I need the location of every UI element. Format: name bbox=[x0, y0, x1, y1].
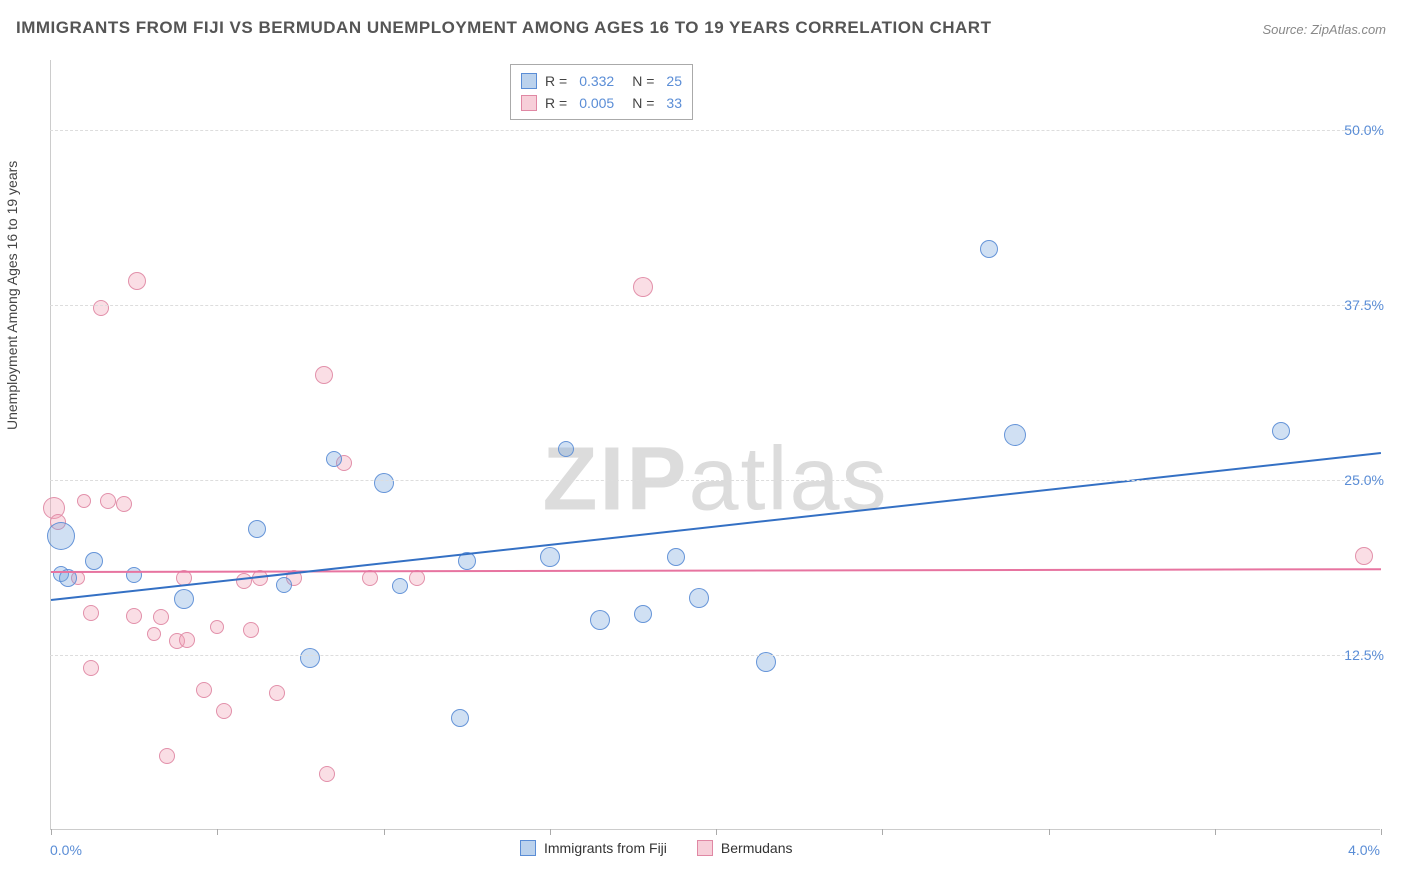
stats-row: R = 0.332 N = 25 bbox=[521, 70, 682, 92]
data-point bbox=[300, 648, 320, 668]
n-value: 25 bbox=[666, 70, 682, 92]
data-point bbox=[319, 766, 335, 782]
data-point bbox=[1004, 424, 1026, 446]
legend-label: Immigrants from Fiji bbox=[544, 840, 667, 856]
data-point bbox=[128, 272, 146, 290]
r-label: R = bbox=[545, 92, 567, 114]
source-label: Source: ZipAtlas.com bbox=[1262, 22, 1386, 37]
y-tick-label: 12.5% bbox=[1344, 647, 1384, 663]
trend-line bbox=[51, 568, 1381, 573]
chart-title: IMMIGRANTS FROM FIJI VS BERMUDAN UNEMPLO… bbox=[16, 18, 991, 38]
data-point bbox=[196, 682, 212, 698]
data-point bbox=[126, 567, 142, 583]
data-point bbox=[243, 622, 259, 638]
gridline bbox=[50, 305, 1380, 306]
x-tick bbox=[716, 829, 717, 835]
data-point bbox=[269, 685, 285, 701]
data-point bbox=[326, 451, 342, 467]
data-point bbox=[83, 660, 99, 676]
data-point bbox=[179, 632, 195, 648]
x-tick bbox=[51, 829, 52, 835]
n-label: N = bbox=[632, 70, 654, 92]
n-label: N = bbox=[632, 92, 654, 114]
data-point bbox=[315, 366, 333, 384]
data-point bbox=[590, 610, 610, 630]
data-point bbox=[147, 627, 161, 641]
data-point bbox=[210, 620, 224, 634]
legend-swatch bbox=[521, 73, 537, 89]
data-point bbox=[85, 552, 103, 570]
r-label: R = bbox=[545, 70, 567, 92]
x-min-label: 0.0% bbox=[50, 842, 82, 858]
data-point bbox=[77, 494, 91, 508]
correlation-chart: IMMIGRANTS FROM FIJI VS BERMUDAN UNEMPLO… bbox=[0, 0, 1406, 892]
x-tick bbox=[1049, 829, 1050, 835]
data-point bbox=[248, 520, 266, 538]
data-point bbox=[1272, 422, 1290, 440]
data-point bbox=[451, 709, 469, 727]
data-point bbox=[667, 548, 685, 566]
legend-label: Bermudans bbox=[721, 840, 793, 856]
data-point bbox=[47, 522, 75, 550]
legend-swatch bbox=[521, 95, 537, 111]
data-point bbox=[362, 570, 378, 586]
data-point bbox=[174, 589, 194, 609]
data-point bbox=[1355, 547, 1373, 565]
n-value: 33 bbox=[666, 92, 682, 114]
data-point bbox=[100, 493, 116, 509]
x-tick bbox=[1381, 829, 1382, 835]
legend-item: Bermudans bbox=[697, 840, 793, 856]
plot-area: ZIPatlas bbox=[50, 60, 1380, 830]
data-point bbox=[540, 547, 560, 567]
gridline bbox=[50, 130, 1380, 131]
stats-legend: R = 0.332 N = 25 R = 0.005 N = 33 bbox=[510, 64, 693, 120]
x-tick bbox=[550, 829, 551, 835]
r-value: 0.332 bbox=[579, 70, 614, 92]
data-point bbox=[392, 578, 408, 594]
series-legend: Immigrants from Fiji Bermudans bbox=[520, 840, 793, 856]
gridline bbox=[50, 655, 1380, 656]
x-max-label: 4.0% bbox=[1348, 842, 1380, 858]
y-axis-label: Unemployment Among Ages 16 to 19 years bbox=[4, 161, 20, 430]
data-point bbox=[216, 703, 232, 719]
data-point bbox=[236, 573, 252, 589]
data-point bbox=[633, 277, 653, 297]
data-point bbox=[83, 605, 99, 621]
data-point bbox=[558, 441, 574, 457]
legend-swatch bbox=[697, 840, 713, 856]
data-point bbox=[980, 240, 998, 258]
y-tick-label: 25.0% bbox=[1344, 472, 1384, 488]
data-point bbox=[126, 608, 142, 624]
data-point bbox=[153, 609, 169, 625]
x-tick bbox=[217, 829, 218, 835]
gridline bbox=[50, 480, 1380, 481]
x-tick bbox=[1215, 829, 1216, 835]
data-point bbox=[634, 605, 652, 623]
x-tick bbox=[384, 829, 385, 835]
data-point bbox=[93, 300, 109, 316]
data-point bbox=[159, 748, 175, 764]
r-value: 0.005 bbox=[579, 92, 614, 114]
stats-row: R = 0.005 N = 33 bbox=[521, 92, 682, 114]
data-point bbox=[689, 588, 709, 608]
legend-swatch bbox=[520, 840, 536, 856]
y-tick-label: 37.5% bbox=[1344, 297, 1384, 313]
data-point bbox=[276, 577, 292, 593]
data-point bbox=[116, 496, 132, 512]
data-point bbox=[409, 570, 425, 586]
legend-item: Immigrants from Fiji bbox=[520, 840, 667, 856]
y-tick-label: 50.0% bbox=[1344, 122, 1384, 138]
x-tick bbox=[882, 829, 883, 835]
data-point bbox=[374, 473, 394, 493]
